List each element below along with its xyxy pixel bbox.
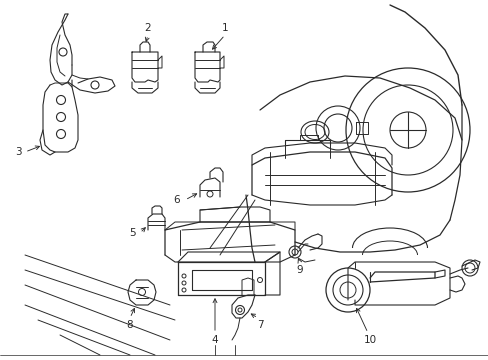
Text: 2: 2 [144, 23, 151, 33]
Text: 1: 1 [221, 23, 228, 33]
Text: 5: 5 [129, 228, 136, 238]
Text: 3: 3 [15, 147, 21, 157]
Text: 7: 7 [256, 320, 263, 330]
Text: 9: 9 [296, 265, 303, 275]
Text: 8: 8 [126, 320, 133, 330]
Text: 6: 6 [173, 195, 180, 205]
Text: 4: 4 [211, 335, 218, 345]
Text: 10: 10 [363, 335, 376, 345]
